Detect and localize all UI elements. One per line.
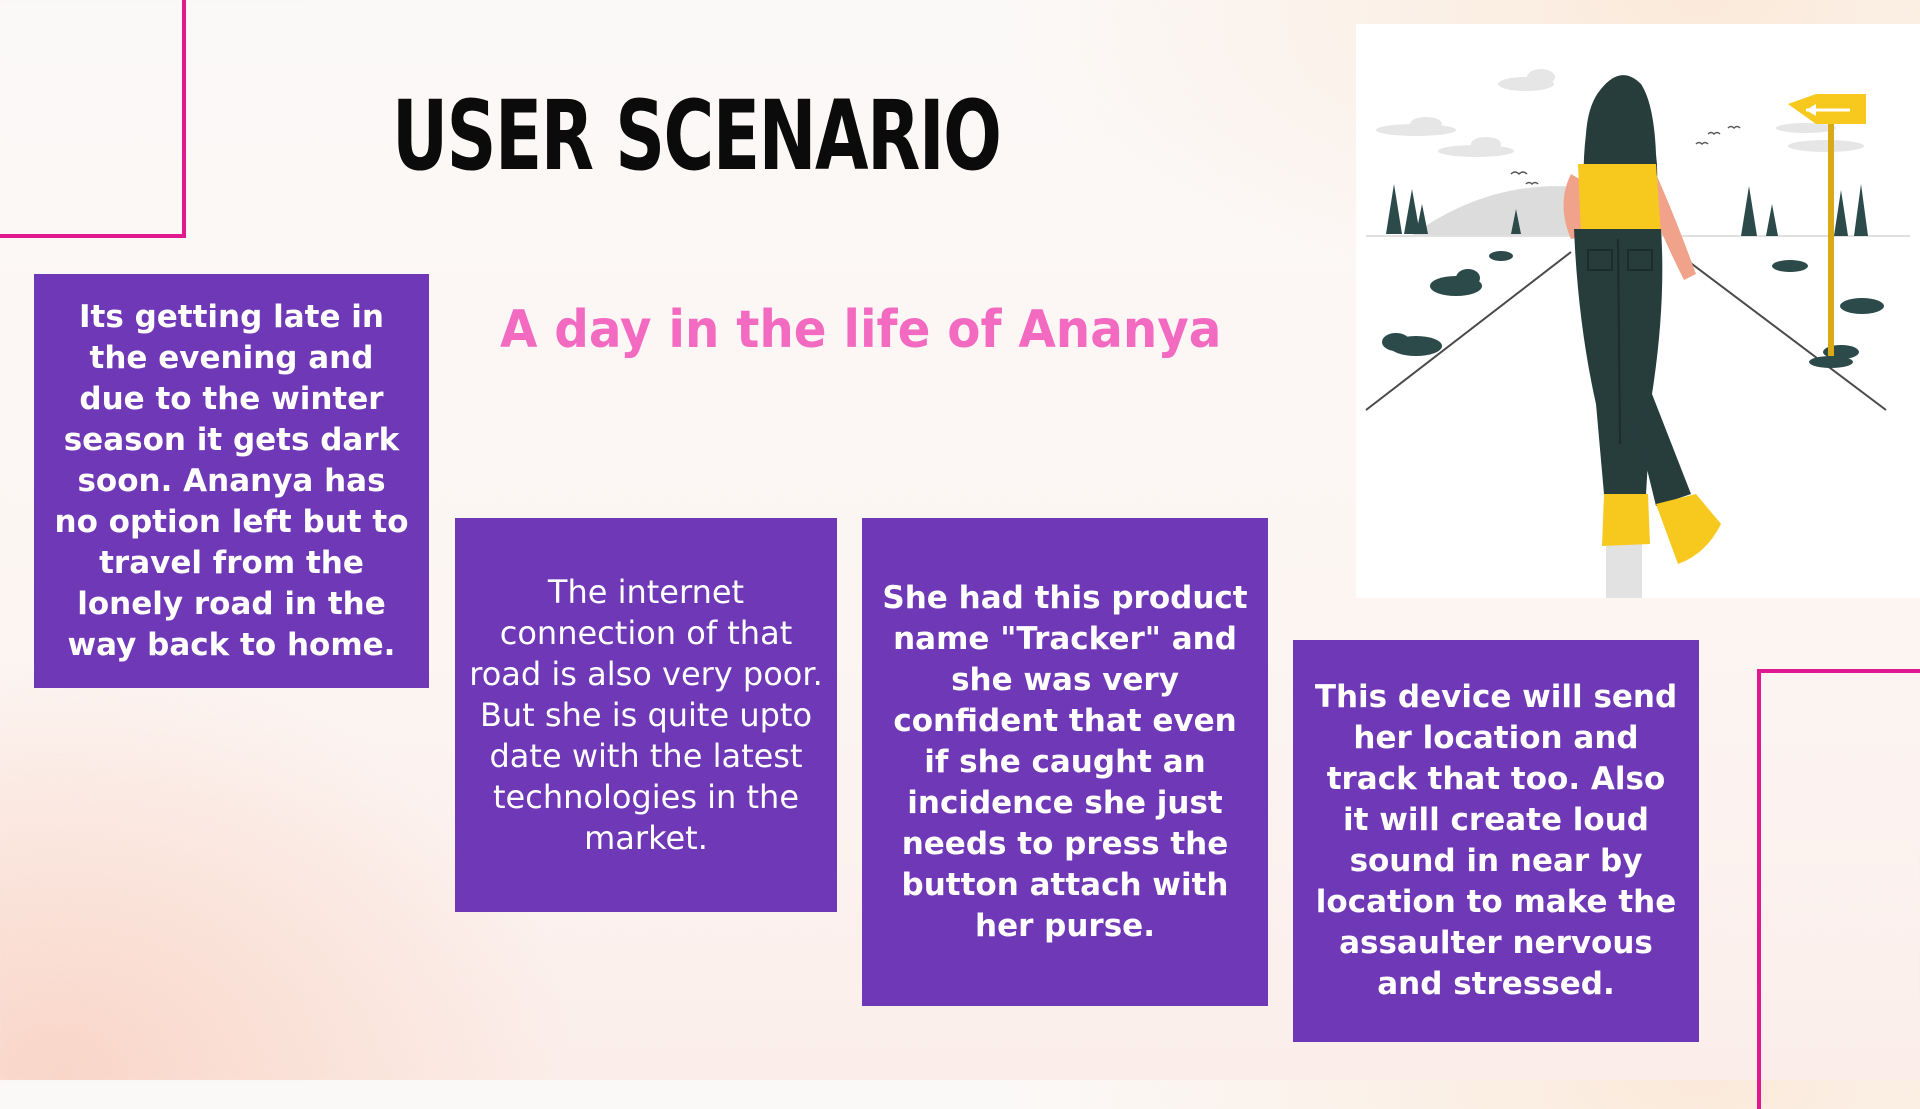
trees: [1386, 184, 1868, 236]
scenario-card-1-text: Its getting late in the evening and due …: [54, 298, 409, 663]
slide-title: USER SCENARIO: [392, 80, 1002, 192]
scenario-card-1: Its getting late in the evening and due …: [34, 274, 429, 688]
woman-figure: [1563, 75, 1721, 564]
scenario-card-4: This device will send her location and t…: [1293, 640, 1699, 1042]
scenario-card-2-text: The internet connection of that road is …: [469, 572, 823, 857]
slide-subtitle: A day in the life of Ananya: [500, 300, 1222, 360]
signpost: [1788, 94, 1866, 368]
woman-walking-illustration: [1356, 24, 1920, 598]
woman-walking-on-road-icon: [1365, 69, 1910, 598]
decorative-frame-bottom-right: [1757, 669, 1920, 1109]
scenario-card-4-text: This device will send her location and t…: [1314, 679, 1678, 1002]
road-edges: [1365, 251, 1887, 411]
scenario-card-2: The internet connection of that road is …: [455, 518, 837, 912]
scenario-card-3-text: She had this product name "Tracker" and …: [882, 579, 1248, 944]
scenario-card-3: She had this product name "Tracker" and …: [862, 518, 1268, 1006]
birds: [1510, 125, 1741, 186]
decorative-frame-top-left: [0, 0, 186, 238]
clouds: [1376, 69, 1864, 157]
